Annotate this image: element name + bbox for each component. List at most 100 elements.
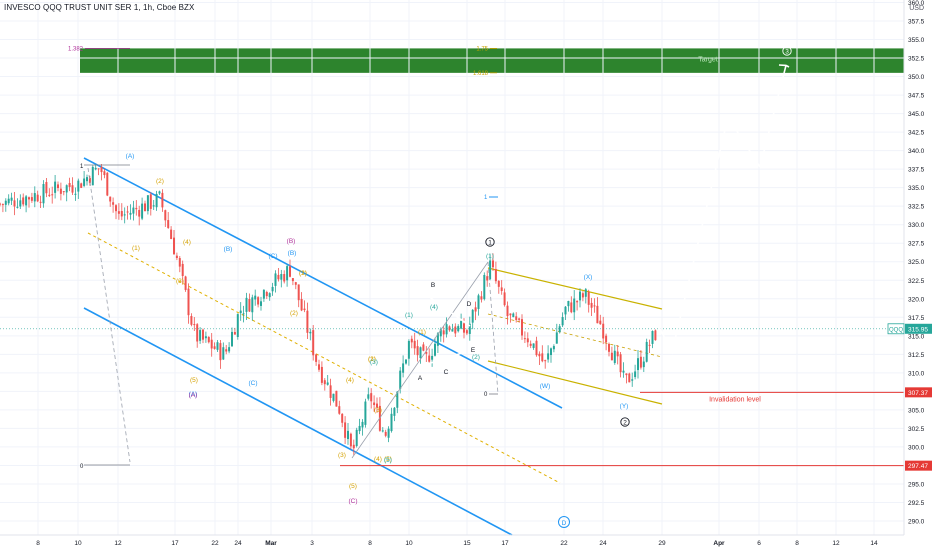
candle-body — [216, 342, 219, 350]
wave-pink-0: (B) — [287, 238, 296, 245]
candle-body — [642, 361, 645, 368]
x-tick-16: 6 — [757, 540, 761, 547]
wave-teal-3: (A) — [189, 391, 198, 398]
candle-body — [370, 393, 373, 402]
candle-body — [439, 329, 442, 337]
x-tick-18: 12 — [832, 540, 840, 547]
candle-body — [628, 373, 631, 383]
fib-marker-mid-0: 0 — [484, 392, 488, 398]
candle-body — [25, 196, 28, 206]
y-tick-6: 305.0 — [908, 407, 925, 414]
x-tick-0: 8 — [36, 540, 40, 547]
price-axis-bg — [904, 0, 932, 550]
y-tick-2: 295.0 — [908, 481, 925, 488]
wave-teal-0: (A) — [126, 153, 135, 160]
candle-body — [138, 209, 141, 217]
candle-body — [544, 360, 547, 362]
candle-body — [219, 343, 222, 361]
fib-diagonal-2 — [487, 261, 499, 395]
wave-pink-1: (A) — [189, 392, 198, 399]
x-tick-13: 24 — [599, 540, 607, 547]
candle-body — [260, 301, 262, 306]
candle-body — [167, 220, 170, 228]
candle-body — [193, 324, 196, 326]
candle-body — [651, 331, 654, 344]
candle-body — [442, 330, 445, 335]
candle-body — [323, 380, 326, 385]
wave-green-3: (1) — [486, 253, 494, 260]
candle-body — [474, 307, 477, 312]
wave-teal-5: (C) — [268, 253, 277, 260]
y-tick-9: 312.5 — [908, 352, 925, 359]
candle-body — [523, 338, 526, 340]
candle-body — [480, 296, 483, 300]
candle-body — [419, 347, 422, 359]
candle-body — [465, 330, 468, 334]
candle-body — [59, 188, 62, 194]
candle-body — [489, 260, 492, 280]
x-tick-19: 14 — [870, 540, 878, 547]
y-tick-4: 300.0 — [908, 444, 925, 451]
candle-body — [312, 330, 315, 356]
fib-marker-mid-1: 1 — [484, 195, 488, 201]
candle-body — [619, 354, 622, 373]
candle-body — [65, 185, 68, 193]
wave-yellow-12: (3) — [374, 407, 382, 414]
candle-body — [610, 352, 613, 361]
channel-midline — [87, 232, 561, 484]
candle-body — [161, 192, 164, 208]
candle-body — [117, 211, 120, 214]
candle-body — [71, 185, 74, 193]
x-tick-1: 10 — [74, 540, 82, 547]
wave-yellow-4: (5) — [190, 377, 198, 384]
candle-body — [550, 348, 552, 356]
candle-body — [329, 385, 332, 398]
wave-yellow-7: (3) — [338, 452, 346, 459]
candle-body — [42, 184, 45, 204]
candle-body — [463, 323, 465, 333]
candle-body — [570, 302, 573, 313]
candle-body — [448, 326, 451, 331]
candle-body — [396, 391, 399, 408]
wave-green-0: (1) — [405, 312, 413, 319]
candle-body — [4, 200, 7, 205]
wave-pink-2: (C) — [348, 498, 357, 505]
candle-body — [248, 299, 251, 312]
currency-label: USD — [909, 5, 924, 12]
candle-body — [532, 343, 535, 348]
y-tick-16: 330.0 — [908, 222, 925, 229]
wave-yellow-8: (4) — [346, 377, 354, 384]
y-tick-12: 320.0 — [908, 296, 925, 303]
candle-body — [80, 183, 83, 188]
candle-body — [497, 280, 500, 287]
candle-body — [332, 393, 335, 401]
candle-body — [13, 200, 16, 207]
candle-body — [242, 313, 245, 315]
y-tick-5: 302.5 — [908, 426, 925, 433]
y-tick-20: 340.0 — [908, 148, 925, 155]
candle-body — [239, 310, 242, 314]
candle-body — [318, 364, 320, 370]
candle-body — [631, 379, 634, 381]
candle-body — [436, 333, 439, 346]
wave-green-1: (3) — [370, 359, 378, 366]
candle-body — [320, 366, 323, 383]
candle-body — [100, 167, 103, 173]
candle-body — [164, 210, 167, 221]
candle-body — [129, 212, 132, 215]
wave-white-1: B — [431, 282, 435, 289]
wave-teal-4: (B) — [288, 250, 297, 257]
candle-body — [390, 413, 393, 432]
fib-marker-bottom-0: 0 — [80, 464, 84, 470]
candle-body — [283, 274, 286, 282]
wave-teal-6: (W) — [540, 383, 550, 390]
candle-body — [144, 203, 146, 212]
candle-body — [645, 341, 648, 362]
wave-teal-7: (X) — [584, 274, 593, 281]
candle-body — [291, 278, 294, 282]
x-tick-3: 17 — [171, 540, 179, 547]
candle-body — [506, 305, 509, 317]
candle-body — [622, 370, 625, 373]
